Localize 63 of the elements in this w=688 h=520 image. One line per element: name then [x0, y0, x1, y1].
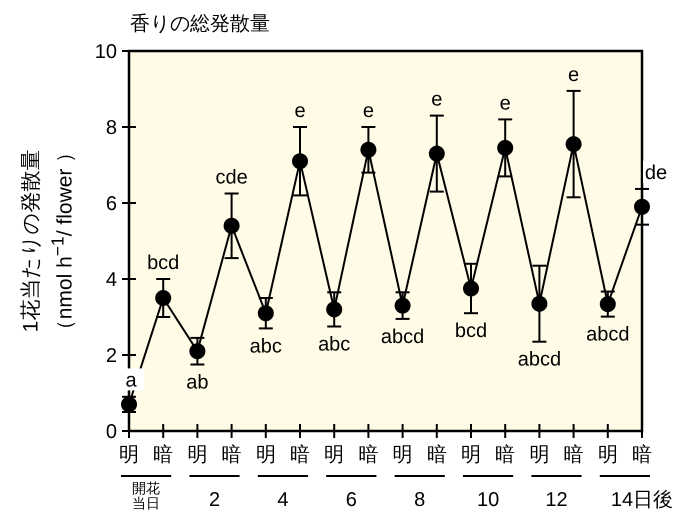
x-tick-label: 明	[187, 444, 208, 466]
point	[394, 298, 411, 314]
point	[292, 153, 308, 170]
x-tick-label: 明	[461, 444, 481, 466]
point	[326, 301, 342, 318]
x-tick-label: 暗	[358, 444, 378, 466]
x-tick-label: 暗	[153, 444, 174, 466]
data-label: e	[362, 100, 374, 122]
x-tick-label: 明	[119, 444, 139, 466]
data-label: abc	[318, 334, 350, 356]
y-tick-label: 2	[106, 345, 117, 367]
point	[497, 140, 514, 156]
data-label: e	[431, 88, 442, 111]
text: 10	[476, 489, 500, 511]
point	[428, 146, 445, 162]
x-tick-label: 暗	[495, 444, 516, 466]
x-tick-label: 暗	[222, 444, 242, 466]
x-tick-label: 明	[324, 444, 344, 466]
data-label: abcd	[586, 324, 630, 346]
point	[121, 396, 137, 412]
point	[360, 142, 376, 158]
data-label: bcd	[147, 252, 180, 274]
text: 4	[277, 489, 288, 511]
data-label: abcd	[380, 326, 424, 348]
x-tick-label: 暗	[564, 444, 584, 466]
x-tick-label: 明	[392, 444, 413, 466]
x-tick-label: 明	[529, 444, 550, 466]
text: 6	[346, 489, 357, 511]
point	[224, 218, 240, 234]
data-label: e	[294, 100, 306, 122]
x-tick-label: 暗	[632, 444, 652, 466]
point	[189, 343, 206, 360]
chart-title: 香りの総発散量	[130, 13, 270, 35]
data-label: e	[568, 64, 580, 86]
data-label: ab	[186, 372, 209, 394]
y-tick-label: 10	[94, 41, 117, 63]
data-label: a	[125, 369, 138, 392]
text: 2	[208, 489, 220, 511]
text: 14日後	[610, 489, 674, 511]
x-tick-label: 明	[598, 444, 618, 466]
text: 開花当日	[131, 480, 162, 512]
data-label: abcd	[518, 348, 562, 371]
point	[155, 290, 172, 306]
x-tick-label: 暗	[426, 444, 447, 466]
y-tick-label: 0	[106, 421, 117, 443]
data-label: bcd	[454, 320, 488, 342]
data-label: abc	[250, 335, 282, 358]
x-tick-label: 明	[256, 444, 276, 466]
text: 12	[545, 489, 568, 511]
text: 8	[414, 489, 426, 511]
data-label: de	[644, 162, 668, 184]
point	[258, 305, 274, 322]
point	[463, 280, 479, 296]
point	[634, 198, 650, 215]
y-tick-label: 6	[106, 193, 117, 215]
x-tick-label: 暗	[290, 444, 310, 466]
point	[600, 296, 616, 312]
y-tick-label: 8	[106, 117, 117, 139]
point	[566, 136, 582, 152]
data-label: e	[500, 92, 511, 114]
y-tick-label: 4	[106, 269, 117, 291]
point	[531, 296, 548, 312]
data-label: cde	[215, 166, 248, 188]
